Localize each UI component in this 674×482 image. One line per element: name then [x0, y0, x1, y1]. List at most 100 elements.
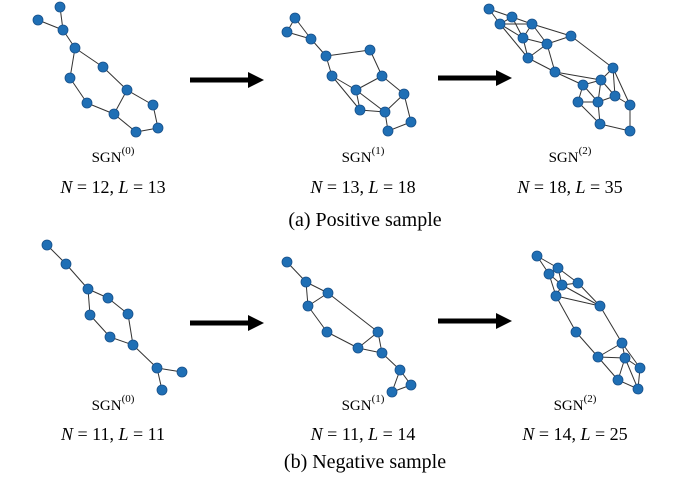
edge	[74, 47, 104, 68]
link-symbol: L	[118, 424, 129, 444]
edge	[65, 263, 89, 290]
node	[305, 33, 317, 45]
node	[594, 118, 606, 130]
node	[376, 347, 388, 359]
node	[506, 11, 518, 23]
node	[386, 386, 398, 398]
node	[281, 26, 293, 38]
arrow-head	[248, 315, 264, 331]
graph-order: (1)	[372, 393, 385, 405]
node	[619, 352, 631, 364]
graph	[483, 3, 636, 137]
graph-order: (0)	[122, 145, 135, 157]
node	[526, 18, 538, 30]
node	[41, 239, 53, 251]
node	[130, 126, 142, 138]
node	[60, 258, 72, 270]
node	[350, 84, 362, 96]
node	[326, 70, 338, 82]
node	[97, 61, 109, 73]
node	[281, 256, 293, 268]
node	[382, 125, 394, 137]
node	[522, 52, 534, 64]
node	[405, 379, 417, 391]
node-symbol: N	[516, 177, 530, 197]
node-count: = 18,	[529, 177, 575, 197]
node	[609, 90, 621, 102]
link-symbol: L	[580, 424, 591, 444]
edge	[555, 295, 601, 307]
node	[151, 362, 163, 374]
link-symbol: L	[118, 177, 129, 197]
node	[300, 276, 312, 288]
link-count: = 25	[591, 424, 628, 444]
node	[607, 62, 619, 74]
edge	[599, 305, 623, 344]
node	[372, 326, 384, 338]
edge	[570, 35, 614, 69]
edge	[132, 344, 158, 369]
node	[320, 50, 332, 62]
node-symbol: N	[309, 177, 323, 197]
node	[121, 84, 133, 96]
node	[289, 12, 301, 24]
node	[57, 24, 69, 36]
arrow-head	[496, 70, 512, 86]
graph-stats: N = 18, L = 35	[516, 177, 622, 197]
graph-label: SGN(1)	[342, 145, 385, 166]
node	[592, 96, 604, 108]
node	[376, 70, 388, 82]
node	[624, 125, 636, 137]
graph-order: (2)	[579, 145, 592, 157]
link-count: = 11	[129, 424, 165, 444]
node	[176, 366, 188, 378]
node	[54, 1, 66, 13]
node	[82, 283, 94, 295]
node	[152, 122, 164, 134]
graph	[41, 239, 188, 396]
node-count: = 13,	[322, 177, 368, 197]
link-symbol: L	[367, 424, 378, 444]
link-symbol: L	[368, 177, 379, 197]
node	[494, 18, 506, 30]
arrow-head	[496, 313, 512, 329]
node	[552, 262, 564, 274]
node	[354, 104, 366, 116]
node	[572, 277, 584, 289]
node-count: = 11,	[73, 424, 118, 444]
node	[84, 309, 96, 321]
node	[483, 3, 495, 15]
node-symbol: N	[521, 424, 535, 444]
node	[632, 383, 644, 395]
graph	[32, 1, 164, 138]
node	[556, 279, 568, 291]
node	[634, 362, 646, 374]
link-count: = 18	[379, 177, 416, 197]
link-symbol: L	[575, 177, 586, 197]
link-count: = 35	[586, 177, 623, 197]
node	[147, 99, 159, 111]
graph-label: SGN(2)	[549, 145, 592, 166]
graph	[281, 256, 417, 398]
edge	[331, 75, 361, 111]
node-count: = 12,	[72, 177, 118, 197]
graph-name: SGN	[549, 150, 579, 166]
arrow-head	[248, 72, 264, 88]
node	[364, 44, 376, 56]
graph-label: SGN(1)	[342, 393, 385, 414]
node	[108, 108, 120, 120]
edge	[554, 71, 602, 81]
node	[102, 292, 114, 304]
node	[624, 99, 636, 111]
node	[572, 96, 584, 108]
node	[81, 97, 93, 109]
node	[127, 339, 139, 351]
node	[517, 32, 529, 44]
edge	[326, 331, 359, 349]
node-symbol: N	[59, 177, 73, 197]
node	[616, 337, 628, 349]
graph-name: SGN	[92, 398, 122, 414]
node	[379, 106, 391, 118]
node	[612, 374, 624, 386]
